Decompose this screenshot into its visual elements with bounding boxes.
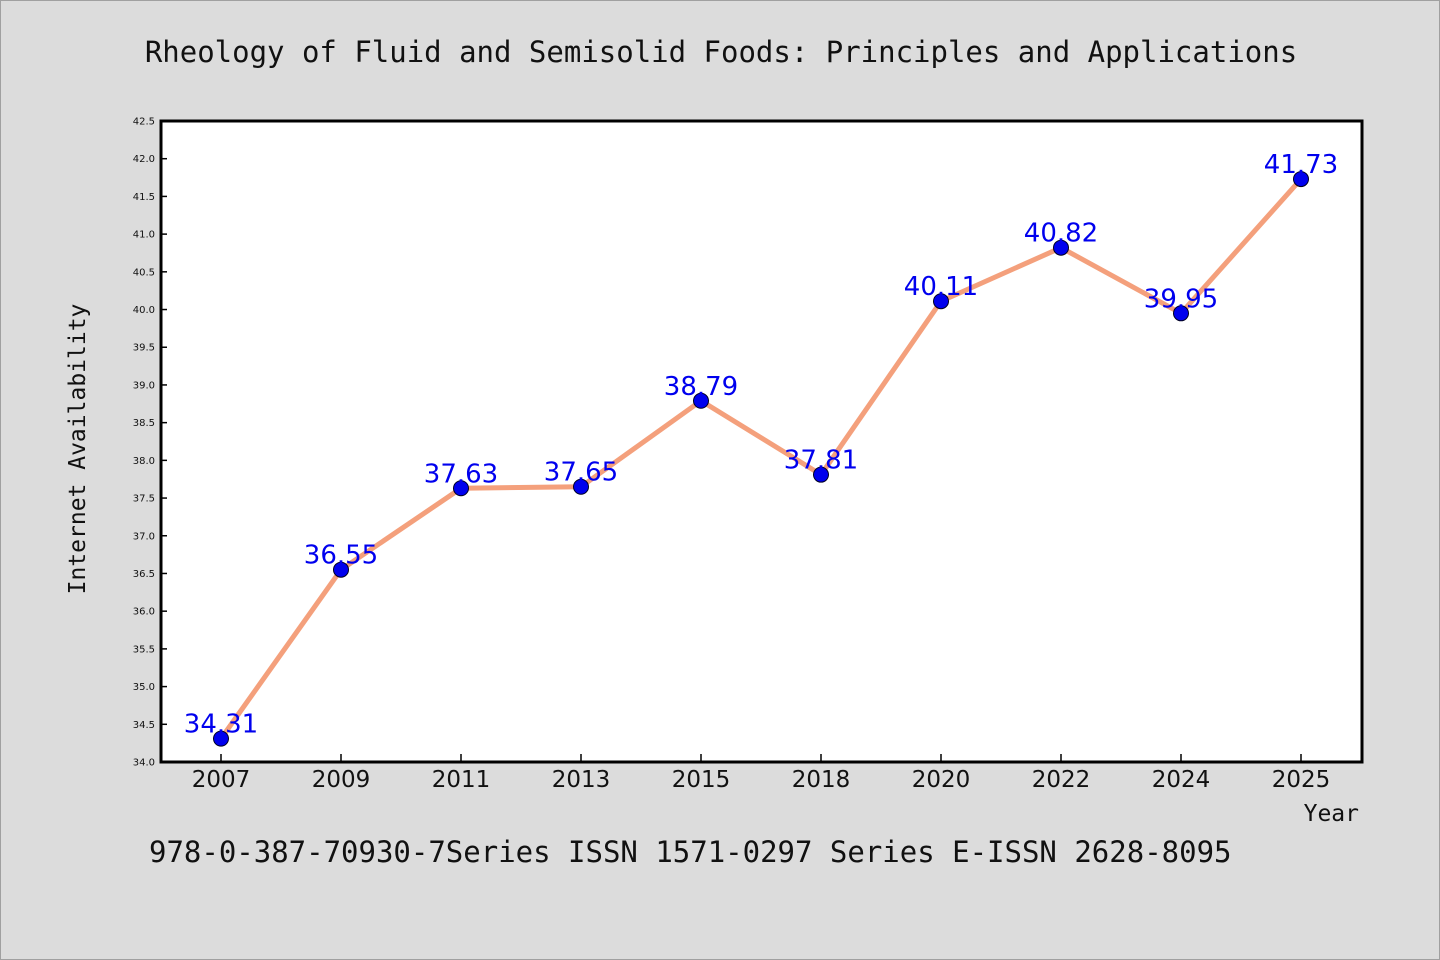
y-tick-label: 38.5 bbox=[133, 418, 155, 429]
data-point bbox=[693, 392, 709, 409]
data-point bbox=[453, 480, 469, 497]
x-tick-label: 2007 bbox=[192, 767, 251, 793]
data-label: 40.11 bbox=[904, 272, 978, 302]
chart-title: Rheology of Fluid and Semisolid Foods: P… bbox=[144, 35, 1298, 69]
y-tick-label: 39.0 bbox=[133, 380, 155, 391]
series-line bbox=[218, 176, 1304, 742]
plot-area bbox=[159, 119, 1364, 764]
data-point bbox=[813, 466, 829, 483]
y-axis-label: Internet Availability bbox=[65, 304, 91, 595]
data-point bbox=[933, 293, 949, 310]
data-point bbox=[1053, 239, 1069, 256]
y-tick-label: 39.5 bbox=[133, 343, 155, 354]
data-point bbox=[573, 478, 589, 495]
y-tick-label: 41.0 bbox=[133, 230, 155, 241]
y-tick-label: 34.5 bbox=[133, 720, 155, 731]
y-tick-label: 40.0 bbox=[133, 305, 155, 316]
y-tick-label: 42.0 bbox=[133, 154, 155, 165]
data-point bbox=[213, 730, 229, 747]
y-tick-label: 35.5 bbox=[133, 644, 155, 655]
data-label: 34.31 bbox=[184, 710, 258, 740]
data-point bbox=[333, 561, 349, 578]
data-label: 36.55 bbox=[304, 541, 378, 571]
x-tick-label: 2013 bbox=[552, 767, 611, 793]
x-axis-label: Year bbox=[1304, 801, 1359, 827]
x-tick-label: 2015 bbox=[672, 767, 731, 793]
y-tick-label: 34.0 bbox=[133, 758, 155, 769]
data-label: 39.95 bbox=[1144, 284, 1218, 314]
y-tick-label: 37.5 bbox=[133, 494, 155, 505]
y-axis: 34.0 34.5 35.0 35.5 36.0 36.5 37.0 37.5 38.0 38.5… bbox=[133, 117, 167, 769]
x-axis: 2007 2009 2011 2013 2015 2018 2020 2022 2024 2025 bbox=[192, 754, 1331, 793]
y-tick-label: 41.5 bbox=[133, 192, 155, 203]
data-point bbox=[1173, 305, 1189, 322]
x-tick-label: 2020 bbox=[912, 767, 971, 793]
data-label: 38.79 bbox=[664, 372, 738, 402]
y-tick-label: 36.0 bbox=[133, 607, 155, 618]
data-label: 40.82 bbox=[1024, 219, 1098, 249]
x-tick-label: 2022 bbox=[1032, 767, 1091, 793]
x-tick-label: 2025 bbox=[1272, 767, 1331, 793]
y-tick-label: 35.0 bbox=[133, 682, 155, 693]
y-tick-label: 40.5 bbox=[133, 267, 155, 278]
data-point bbox=[1293, 171, 1309, 188]
data-label: 37.65 bbox=[544, 458, 618, 488]
data-label: 41.73 bbox=[1264, 150, 1338, 180]
data-labels: 34.31 36.55 37.63 37.65 38.79 37.81 40.11 40.82… bbox=[184, 150, 1338, 740]
y-tick-label: 42.5 bbox=[133, 117, 155, 128]
data-label: 37.63 bbox=[424, 459, 498, 489]
footer-isbn-text: 978-0-387-70930-7Series ISSN 1571-0297 S… bbox=[149, 835, 1232, 869]
x-tick-label: 2011 bbox=[432, 767, 491, 793]
x-tick-label: 2024 bbox=[1152, 767, 1211, 793]
data-label: 37.81 bbox=[784, 446, 858, 476]
y-tick-label: 37.0 bbox=[133, 531, 155, 542]
y-tick-label: 36.5 bbox=[133, 569, 155, 580]
series-markers bbox=[213, 171, 1309, 747]
x-tick-label: 2018 bbox=[792, 767, 851, 793]
y-tick-label: 38.0 bbox=[133, 456, 155, 467]
x-tick-label: 2009 bbox=[312, 767, 371, 793]
